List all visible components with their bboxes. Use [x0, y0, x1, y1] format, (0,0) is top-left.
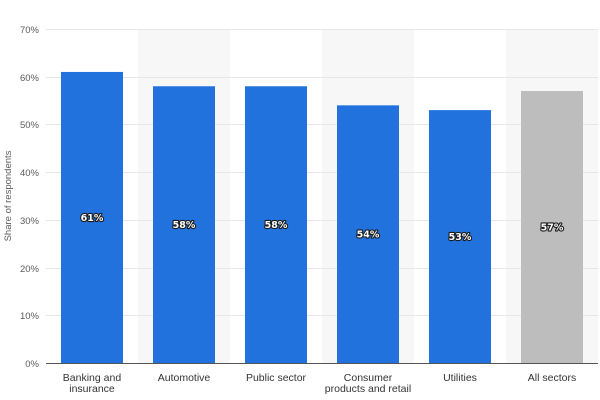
- x-category-label-line: Utilities: [443, 372, 477, 384]
- x-category-label-line: products and retail: [325, 383, 411, 395]
- y-axis-ticks: 0% 10% 20% 30% 40% 50% 60% 70%: [20, 25, 40, 370]
- y-tick-label: 70%: [20, 25, 40, 36]
- bars: [61, 71, 583, 364]
- y-tick-label: 60%: [20, 73, 40, 84]
- value-labels: 61% 58% 58% 54% 53% 57%: [80, 212, 565, 244]
- y-tick-label: 20%: [20, 264, 40, 275]
- y-tick-label: 0%: [25, 359, 39, 370]
- value-label: 57%: [541, 223, 564, 234]
- bar: [245, 86, 307, 363]
- value-label: 58%: [265, 220, 288, 231]
- y-axis-title: Share of respondents: [3, 150, 14, 241]
- value-label: 61%: [81, 213, 104, 224]
- bar: [153, 86, 215, 363]
- x-category-label: All sectors: [528, 372, 576, 384]
- x-category-label-line: Automotive: [158, 372, 211, 384]
- x-category-label: Utilities: [443, 372, 477, 384]
- x-category-label-line: Consumer: [344, 372, 393, 384]
- value-label: 58%: [173, 220, 196, 231]
- x-category-label-line: All sectors: [528, 372, 576, 384]
- x-axis-labels: Banking and insurance Automotive Public sec…: [63, 372, 576, 395]
- value-label: 54%: [357, 230, 380, 241]
- y-tick-label: 40%: [20, 168, 40, 179]
- x-category-label-line: insurance: [69, 383, 115, 395]
- bar: [521, 91, 583, 364]
- value-label: 53%: [449, 232, 472, 243]
- x-category-label-line: Banking and: [63, 372, 122, 384]
- y-tick-label: 10%: [20, 311, 40, 322]
- bar: [429, 110, 491, 363]
- bar: [61, 71, 123, 363]
- x-category-label: Banking and insurance: [63, 372, 122, 395]
- y-tick-label: 50%: [20, 120, 40, 131]
- x-category-label: Automotive: [158, 372, 211, 384]
- y-tick-label: 30%: [20, 216, 40, 227]
- gridlines: [46, 29, 598, 316]
- x-category-label-line: Public sector: [246, 372, 307, 384]
- x-category-label: Consumer products and retail: [325, 372, 411, 395]
- bar: [337, 105, 399, 363]
- x-category-label: Public sector: [246, 372, 307, 384]
